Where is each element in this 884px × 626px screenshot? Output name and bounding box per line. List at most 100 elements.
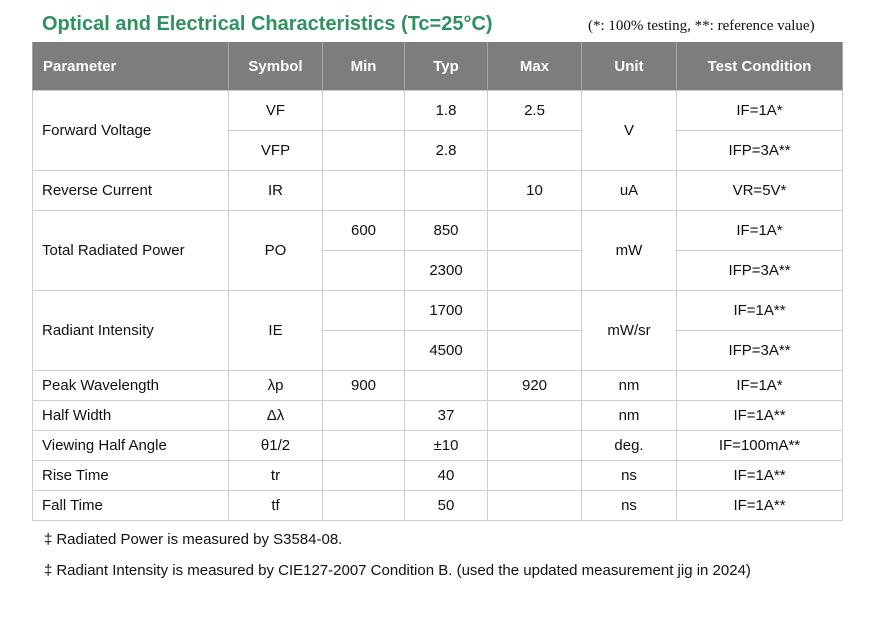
typ-cell: 4500: [404, 330, 488, 371]
typ-cell: 37: [404, 400, 488, 431]
min-cell: [322, 460, 405, 491]
symbol-cell: λp: [228, 370, 323, 401]
max-cell: [487, 460, 582, 491]
symbol-cell: VFP: [228, 130, 323, 171]
condition-cell: IF=1A**: [676, 400, 843, 431]
symbol-cell: tf: [228, 490, 323, 521]
testing-note: (*: 100% testing, **: reference value): [588, 18, 815, 34]
param-viewing-half-angle: Viewing Half Angle: [32, 430, 229, 461]
symbol-cell: IR: [228, 170, 323, 211]
double-dagger-icon: ‡: [44, 531, 53, 548]
symbol-cell: θ1/2: [228, 430, 323, 461]
table-row: Forward Voltage VF 1.8 2.5 V IF=1A*: [32, 90, 843, 171]
header-test-condition: Test Condition: [676, 42, 843, 91]
max-cell: 2.5: [487, 90, 582, 131]
unit-cell: mW/sr: [581, 290, 677, 371]
condition-cell: IF=1A**: [676, 290, 843, 331]
min-cell: [322, 400, 405, 431]
min-cell: [322, 430, 405, 461]
header-parameter: Parameter: [32, 42, 229, 91]
unit-cell: V: [581, 90, 677, 171]
min-cell: [322, 490, 405, 521]
condition-cell: IFP=3A**: [676, 250, 843, 291]
footnote-radiated-power: ‡ Radiated Power is measured by S3584-08.: [44, 531, 342, 548]
typ-cell: 850: [404, 210, 488, 251]
param-peak-wavelength: Peak Wavelength: [32, 370, 229, 401]
typ-cell: 2.8: [404, 130, 488, 171]
param-total-radiated-power: Total Radiated Power: [32, 210, 229, 291]
footnote-text: Radiated Power is measured by S3584-08.: [56, 531, 343, 548]
header-typ: Typ: [404, 42, 488, 91]
header-symbol: Symbol: [228, 42, 323, 91]
table-row: 4500 IFP=3A**: [33, 330, 843, 371]
min-cell: [322, 130, 405, 171]
table-row: Total Radiated Power PO 600 850 mW IF=1A…: [32, 210, 843, 291]
typ-cell: [404, 370, 488, 401]
characteristics-table: Parameter Symbol Min Typ Max Unit Test C…: [32, 42, 843, 521]
table-row: Radiant Intensity IE 1700 mW/sr IF=1A**: [32, 290, 843, 371]
condition-cell: IF=100mA**: [676, 430, 843, 461]
unit-cell: deg.: [581, 430, 677, 461]
unit-cell: mW: [581, 210, 677, 291]
min-cell: [322, 90, 405, 131]
typ-cell: 40: [404, 460, 488, 491]
double-dagger-icon: ‡: [44, 562, 53, 579]
max-cell: [487, 430, 582, 461]
min-cell: [322, 250, 405, 291]
typ-cell: ±10: [404, 430, 488, 461]
condition-cell: VR=5V*: [676, 170, 843, 211]
condition-cell: IFP=3A**: [676, 330, 843, 371]
typ-cell: 50: [404, 490, 488, 521]
param-radiant-intensity: Radiant Intensity: [32, 290, 229, 371]
header-unit: Unit: [581, 42, 677, 91]
header-min: Min: [322, 42, 405, 91]
symbol-cell: Δλ: [228, 400, 323, 431]
condition-cell: IF=1A**: [676, 490, 843, 521]
max-cell: [487, 130, 582, 171]
max-cell: [487, 250, 582, 291]
condition-cell: IFP=3A**: [676, 130, 843, 171]
condition-cell: IF=1A*: [676, 90, 843, 131]
max-cell: [487, 330, 582, 371]
max-cell: [487, 400, 582, 431]
symbol-cell: PO: [228, 210, 323, 291]
typ-cell: [404, 170, 488, 211]
max-cell: [487, 290, 582, 331]
footnote-radiant-intensity: ‡ Radiant Intensity is measured by CIE127…: [44, 562, 751, 579]
max-cell: [487, 490, 582, 521]
param-rise-time: Rise Time: [32, 460, 229, 491]
unit-cell: ns: [581, 460, 677, 491]
typ-cell: 1700: [404, 290, 488, 331]
param-half-width: Half Width: [32, 400, 229, 431]
unit-cell: nm: [581, 370, 677, 401]
footnote-text: Radiant Intensity is measured by CIE127-…: [56, 562, 751, 579]
table-row: Viewing Half Angle θ1/2 ±10 deg. IF=100m…: [32, 430, 843, 461]
param-reverse-current: Reverse Current: [32, 170, 229, 211]
unit-cell: ns: [581, 490, 677, 521]
condition-cell: IF=1A**: [676, 460, 843, 491]
typ-cell: 2300: [404, 250, 488, 291]
page-title: Optical and Electrical Characteristics (…: [42, 13, 493, 35]
min-cell: [322, 290, 405, 331]
table-header-row: Parameter Symbol Min Typ Max Unit Test C…: [32, 42, 843, 91]
table-row: Peak Wavelength λp 900 920 nm IF=1A*: [32, 370, 843, 401]
table-row: Reverse Current IR 10 uA VR=5V*: [32, 170, 843, 211]
max-cell: 920: [487, 370, 582, 401]
symbol-cell: VF: [228, 90, 323, 131]
condition-cell: IF=1A*: [676, 210, 843, 251]
param-fall-time: Fall Time: [32, 490, 229, 521]
min-cell: 600: [322, 210, 405, 251]
max-cell: [487, 210, 582, 251]
min-cell: [322, 330, 405, 371]
typ-cell: 1.8: [404, 90, 488, 131]
unit-cell: uA: [581, 170, 677, 211]
max-cell: 10: [487, 170, 582, 211]
condition-cell: IF=1A*: [676, 370, 843, 401]
header-max: Max: [487, 42, 582, 91]
min-cell: 900: [322, 370, 405, 401]
symbol-cell: IE: [228, 290, 323, 371]
table-row: Half Width Δλ 37 nm IF=1A**: [32, 400, 843, 431]
symbol-cell: tr: [228, 460, 323, 491]
unit-cell: nm: [581, 400, 677, 431]
min-cell: [322, 170, 405, 211]
